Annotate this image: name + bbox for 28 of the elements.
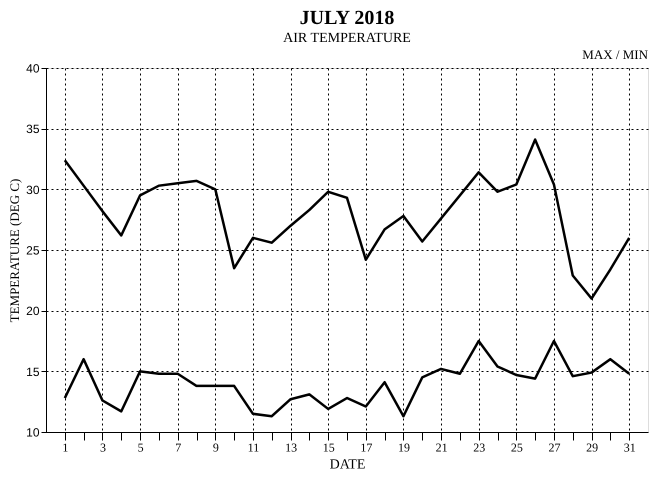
x-tick-label: 23: [473, 440, 486, 454]
x-tick-label: 21: [436, 440, 448, 454]
x-tick-label: 25: [510, 440, 523, 454]
chart-title: JULY 2018: [300, 7, 394, 29]
x-tick-label: 1: [62, 440, 68, 454]
y-tick-label: 10: [26, 426, 40, 440]
x-tick-label: 7: [175, 440, 182, 454]
y-tick-label: 15: [26, 364, 40, 379]
x-tick-label: 15: [322, 440, 335, 454]
x-tick-label: 19: [398, 440, 410, 454]
y-axis-title: TEMPERATURE (DEG C): [7, 178, 22, 322]
text: MAX / MIN: [582, 47, 649, 62]
y-tick-label: 20: [26, 304, 40, 318]
chart-subtitle: AIR TEMPERATURE: [283, 31, 411, 46]
y-tick-label: 30: [26, 182, 40, 197]
x-tick-label: 3: [100, 440, 106, 454]
x-tick-label: 5: [138, 440, 144, 454]
x-axis-title: DATE: [330, 458, 366, 472]
y-tick-label: 40: [26, 62, 40, 76]
y-tick-label: 25: [26, 244, 40, 258]
x-tick-label: 13: [285, 440, 298, 454]
x-tick-label: 27: [548, 440, 560, 454]
x-tick-label: 11: [248, 440, 260, 454]
x-tick-label: 31: [624, 440, 636, 454]
y-tick-label: 35: [26, 122, 40, 136]
x-tick-label: 9: [212, 440, 219, 454]
x-tick-label: 29: [586, 440, 598, 454]
x-tick-label: 17: [360, 440, 372, 454]
